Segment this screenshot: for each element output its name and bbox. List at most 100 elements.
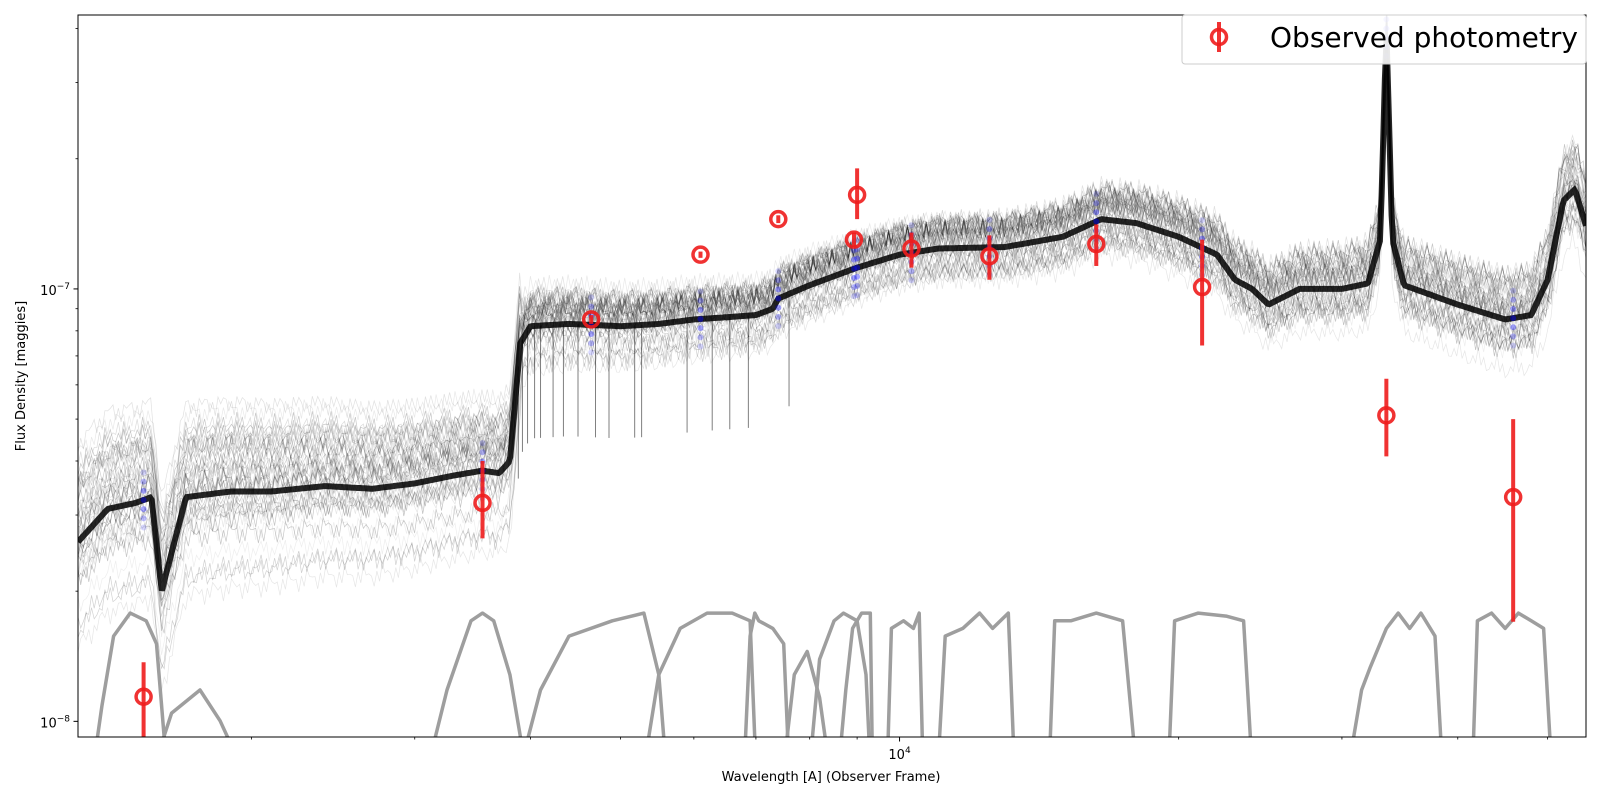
model-photometry-point xyxy=(850,293,857,300)
model-photometry-point xyxy=(697,288,704,295)
model-photometry-point xyxy=(697,306,704,313)
model-sed-line xyxy=(78,74,1586,634)
model-sed-line xyxy=(78,50,1586,655)
model-photometry-point xyxy=(775,304,782,311)
model-photometry-point xyxy=(775,323,782,330)
filter-transmission-curve xyxy=(785,649,827,737)
model-photometry-point xyxy=(1199,226,1206,233)
model-photometry-point xyxy=(850,247,857,254)
model-photometry-point xyxy=(140,506,147,513)
filter-curves-layer xyxy=(95,611,1552,737)
model-photometry-point xyxy=(1093,200,1100,207)
observed-point xyxy=(1087,234,1106,254)
observed-point xyxy=(581,310,601,329)
model-sed-line xyxy=(78,61,1586,576)
x-tick-label: 104 xyxy=(888,746,911,763)
model-photometry-point xyxy=(588,303,595,310)
model-sed-line xyxy=(78,90,1586,574)
model-photometry-point xyxy=(697,297,704,304)
model-sed-line xyxy=(78,37,1586,602)
model-photometry-point xyxy=(775,295,782,302)
model-photometry-point xyxy=(775,277,782,284)
legend-marker-icon xyxy=(1209,27,1229,47)
model-photometry-point xyxy=(775,286,782,293)
model-sed-line xyxy=(78,48,1586,562)
model-sed-line xyxy=(78,50,1586,605)
model-photometry-point xyxy=(588,294,595,301)
model-photometry-point xyxy=(854,273,861,280)
observed-point xyxy=(134,687,153,706)
x-axis-label: Wavelength [A] (Observer Frame) xyxy=(722,770,941,785)
model-photometry-point xyxy=(986,216,993,223)
model-photometry-point xyxy=(588,349,595,356)
observed-point xyxy=(1503,487,1523,507)
model-photometry-point xyxy=(697,343,704,350)
model-photometry-point xyxy=(850,265,857,272)
model-photometry-point xyxy=(854,255,861,262)
model-photometry-point xyxy=(1510,333,1517,340)
filter-transmission-curve xyxy=(1168,611,1253,737)
model-sed-line xyxy=(78,39,1586,567)
model-photometry-point xyxy=(479,440,486,447)
model-photometry-point xyxy=(140,524,147,531)
filter-transmission-curve xyxy=(95,611,167,737)
observed-photometry-layer xyxy=(134,168,1523,737)
model-photometry-point xyxy=(140,496,147,503)
y-tick-label: 10−8 xyxy=(40,714,70,731)
filter-transmission-curve xyxy=(646,611,757,737)
axis-ticks: 104 10−8 10−7 xyxy=(40,28,1549,763)
model-photometry-point xyxy=(588,340,595,347)
model-photometry-point xyxy=(1093,190,1100,197)
model-photometry-point xyxy=(479,449,486,456)
model-sed-line xyxy=(78,68,1586,638)
filter-transmission-curve xyxy=(743,611,790,737)
model-sed-line xyxy=(78,37,1586,570)
model-median-sed xyxy=(78,37,1586,592)
model-sed-line xyxy=(78,36,1586,492)
legend: Observed photometry xyxy=(1181,14,1587,65)
observed-point xyxy=(1192,277,1212,297)
model-photometry-point xyxy=(140,487,147,494)
model-photometry-point xyxy=(140,515,147,522)
model-sed-line xyxy=(78,41,1586,557)
model-photometry-point xyxy=(1510,342,1517,349)
model-sed-line xyxy=(78,36,1586,576)
filter-transmission-curve xyxy=(1048,611,1136,737)
model-photometry-point xyxy=(1510,305,1517,312)
model-sed-line xyxy=(78,15,1586,592)
model-sed-line xyxy=(78,15,1586,584)
model-photometry-point xyxy=(1383,0,1389,4)
model-sed-line xyxy=(78,15,1586,533)
model-sed-line xyxy=(78,32,1586,516)
model-photometry-point xyxy=(854,282,861,289)
model-photometry-point xyxy=(697,315,704,322)
filter-transmission-curve xyxy=(1351,611,1443,737)
model-sed-line xyxy=(78,21,1586,535)
observed-point xyxy=(844,230,864,249)
model-photometry-point xyxy=(697,325,704,332)
model-photometry-point xyxy=(140,478,147,485)
model-photometry-point xyxy=(1510,324,1517,331)
model-photometry-point xyxy=(986,226,993,233)
model-photometry-point xyxy=(850,284,857,291)
model-photometry-point xyxy=(1199,217,1206,224)
model-sed-line xyxy=(78,15,1586,584)
model-photometry-point xyxy=(1383,7,1389,13)
model-sed-line xyxy=(78,24,1586,610)
observed-point xyxy=(473,493,492,513)
observed-point xyxy=(847,185,867,205)
plot-frame xyxy=(77,14,1587,738)
model-photometry-point xyxy=(908,268,915,275)
model-sed-line xyxy=(78,15,1586,573)
model-photometry-point xyxy=(1093,218,1100,225)
model-photometry-point xyxy=(588,331,595,338)
plot-background xyxy=(78,15,1586,737)
model-photometry-point xyxy=(854,292,861,299)
model-sed-line xyxy=(78,61,1586,597)
model-photometry-point xyxy=(775,268,782,275)
model-photometry-point xyxy=(1510,287,1517,294)
model-sed-line xyxy=(78,31,1586,509)
model-sed-line xyxy=(78,54,1586,669)
